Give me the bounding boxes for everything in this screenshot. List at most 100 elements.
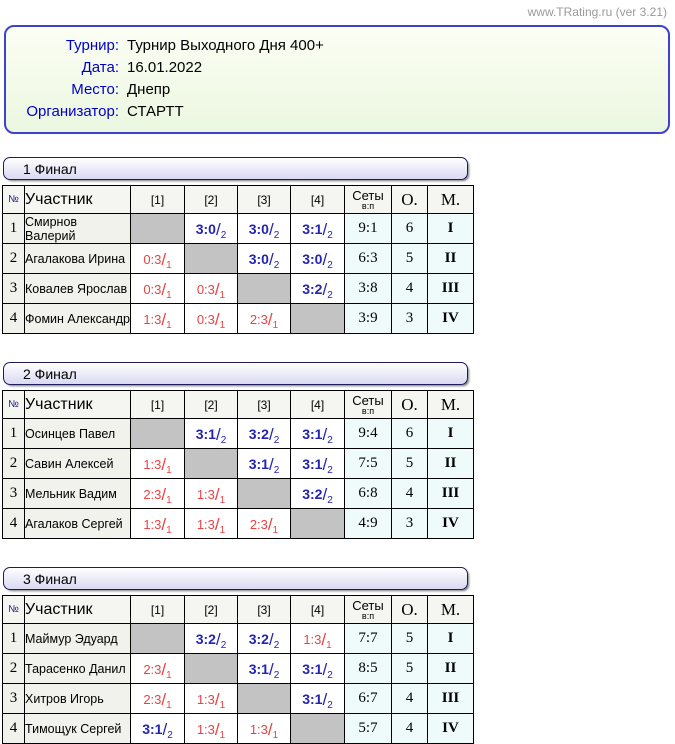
table-row: 1 Смирнов Валерий 3:0/2 3:0/2 3:1/2 9:1 … bbox=[2, 213, 474, 244]
col-header-sets: Сеты в:п bbox=[344, 595, 392, 624]
col-header-points: О. bbox=[391, 390, 428, 419]
place-value: I bbox=[427, 418, 474, 449]
match-score: 3:0 bbox=[248, 220, 269, 237]
match-points-sub: 1 bbox=[166, 699, 172, 711]
score-slash: / bbox=[322, 659, 328, 679]
match-points-sub: 2 bbox=[220, 639, 227, 651]
match-points-sub: 1 bbox=[272, 319, 279, 331]
participant-name: Мельник Вадим bbox=[24, 478, 131, 509]
points-value: 6 bbox=[391, 213, 428, 244]
match-score: 3:0 bbox=[302, 250, 323, 267]
match-points-sub: 2 bbox=[273, 464, 280, 476]
match-score: 2:3 bbox=[249, 516, 268, 532]
score-slash: / bbox=[214, 309, 220, 329]
match-points-sub: 1 bbox=[326, 639, 332, 651]
score-slash: / bbox=[214, 719, 220, 739]
place-value: II bbox=[427, 653, 474, 684]
match-score: 3:1 bbox=[142, 720, 163, 737]
row-number: 2 bbox=[2, 243, 25, 274]
row-number: 4 bbox=[2, 303, 25, 334]
score-slash: / bbox=[321, 629, 327, 649]
participant-name: Тимощук Сергей bbox=[24, 713, 131, 744]
match-points-sub: 1 bbox=[219, 319, 226, 331]
participant-name: Осинцев Павел bbox=[24, 418, 131, 449]
score-slash: / bbox=[214, 484, 220, 504]
match-score: 3:1 bbox=[195, 425, 216, 442]
match-points-sub: 2 bbox=[327, 434, 333, 446]
score-cell-1: 1:3/1 bbox=[130, 303, 185, 334]
col-header-sets-sublabel: в:п bbox=[361, 610, 375, 621]
sets-value: 4:9 bbox=[344, 508, 392, 539]
participant-name: Агалакова Ирина bbox=[24, 243, 131, 274]
site-version-link[interactable]: www.TRating.ru (ver 3.21) bbox=[527, 5, 667, 19]
score-cell-3: 3:1/2 bbox=[237, 448, 291, 479]
match-points-sub: 1 bbox=[166, 259, 172, 271]
col-header-number: № bbox=[2, 185, 25, 214]
score-slash: / bbox=[322, 689, 328, 709]
group-title: 2 Финал bbox=[23, 365, 77, 382]
match-score: 3:1 bbox=[302, 455, 323, 472]
score-cell-3: 3:1/2 bbox=[237, 653, 291, 684]
score-slash: / bbox=[268, 219, 274, 239]
match-points-sub: 1 bbox=[219, 494, 226, 506]
info-label: Дата: bbox=[81, 59, 119, 76]
match-score: 3:1 bbox=[302, 690, 323, 707]
col-header-sets-sublabel: в:п bbox=[361, 405, 375, 416]
score-cell-3: 3:0/2 bbox=[237, 213, 291, 244]
score-cell-3: 2:3/1 bbox=[237, 303, 291, 334]
match-score: 3:2 bbox=[302, 485, 323, 502]
tournament-info-panel: Турнир: Турнир Выходного Дня 400+ Дата: … bbox=[4, 25, 670, 134]
score-slash: / bbox=[161, 659, 167, 679]
row-number: 3 bbox=[2, 478, 25, 509]
participant-name: Савин Алексей bbox=[24, 448, 131, 479]
score-cell-1: 2:3/1 bbox=[130, 683, 185, 714]
score-slash: / bbox=[161, 689, 167, 709]
score-cell-1: 1:3/1 bbox=[130, 448, 185, 479]
participant-name: Смирнов Валерий bbox=[24, 213, 131, 244]
score-cell-4: 1:3/1 bbox=[290, 623, 345, 654]
sets-value: 6:3 bbox=[344, 243, 392, 274]
match-score: 1:3 bbox=[143, 516, 162, 532]
score-slash: / bbox=[161, 309, 167, 329]
match-score: 1:3 bbox=[196, 516, 215, 532]
match-score: 0:3 bbox=[143, 281, 162, 297]
score-slash: / bbox=[322, 454, 328, 474]
match-score: 0:3 bbox=[196, 311, 215, 327]
row-number: 3 bbox=[2, 683, 25, 714]
place-value: II bbox=[427, 243, 474, 274]
match-points-sub: 2 bbox=[273, 639, 280, 651]
points-value: 4 bbox=[391, 713, 428, 744]
points-value: 3 bbox=[391, 303, 428, 334]
place-value: IV bbox=[427, 713, 474, 744]
score-slash: / bbox=[214, 689, 220, 709]
col-header-opponent-3: [3] bbox=[237, 595, 291, 624]
match-points-sub: 2 bbox=[273, 669, 280, 681]
match-score: 1:3 bbox=[196, 486, 215, 502]
points-value: 5 bbox=[391, 448, 428, 479]
sets-value: 3:8 bbox=[344, 273, 392, 304]
score-cell-4: 3:0/2 bbox=[290, 243, 345, 274]
sets-value: 5:7 bbox=[344, 713, 392, 744]
self-cell bbox=[184, 448, 238, 479]
tournament-info-rows: Турнир: Турнир Выходного Дня 400+ Дата: … bbox=[6, 35, 668, 123]
sets-value: 8:5 bbox=[344, 653, 392, 684]
table-row: 1 Маймур Эдуард 3:2/2 3:2/2 1:3/1 7:7 5 … bbox=[2, 623, 474, 654]
score-cell-3: 3:2/2 bbox=[237, 418, 291, 449]
score-cell-2: 3:0/2 bbox=[184, 213, 238, 244]
row-number: 4 bbox=[2, 508, 25, 539]
col-header-sets-label: Сеты bbox=[352, 597, 384, 613]
match-score: 3:1 bbox=[302, 220, 323, 237]
place-value: I bbox=[427, 213, 474, 244]
score-slash: / bbox=[268, 424, 274, 444]
self-cell bbox=[184, 243, 238, 274]
match-score: 0:3 bbox=[143, 251, 162, 267]
match-points-sub: 2 bbox=[327, 464, 333, 476]
place-value: I bbox=[427, 623, 474, 654]
sets-value: 6:8 bbox=[344, 478, 392, 509]
match-score: 2:3 bbox=[249, 311, 268, 327]
col-header-points: О. bbox=[391, 185, 428, 214]
table-row: 3 Ковалев Ярослав 0:3/1 0:3/1 3:2/2 3:8 … bbox=[2, 273, 474, 304]
score-cell-2: 1:3/1 bbox=[184, 713, 238, 744]
match-points-sub: 1 bbox=[166, 494, 172, 506]
table-row: 2 Агалакова Ирина 0:3/1 3:0/2 3:0/2 6:3 … bbox=[2, 243, 474, 274]
